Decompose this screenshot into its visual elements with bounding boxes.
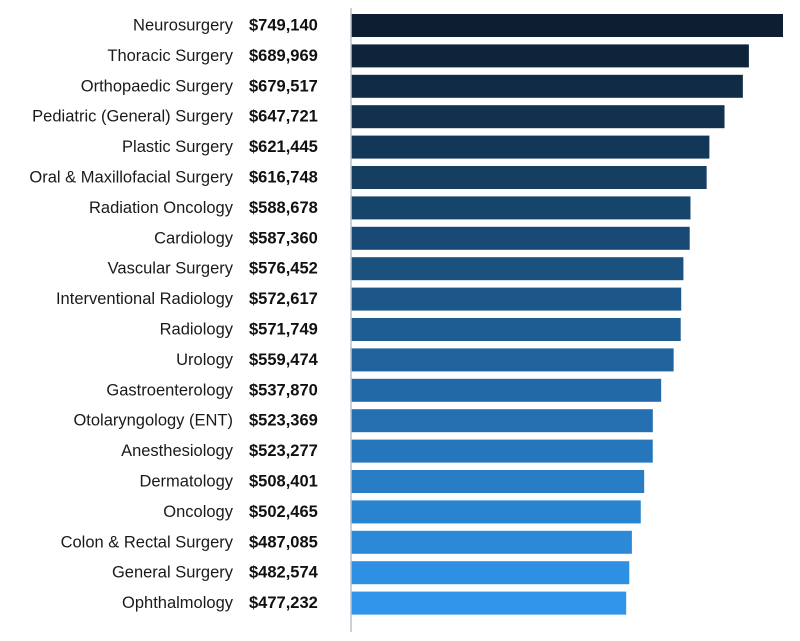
- category-label: Ophthalmology: [122, 594, 234, 612]
- bar: [351, 439, 653, 463]
- category-label: Neurosurgery: [133, 17, 234, 35]
- value-labels-group: $749,140 $689,969 $679,517 $647,721 $621,445…: [249, 17, 319, 613]
- category-label: Oral & Maxillofacial Surgery: [29, 169, 233, 187]
- category-label: Radiation Oncology: [89, 199, 234, 217]
- bar: [351, 530, 632, 554]
- category-labels-group: Neurosurgery Thoracic Surgery Orthopaedic …: [29, 17, 233, 613]
- value-label: $587,360: [249, 229, 318, 247]
- value-label: $679,517: [249, 77, 318, 95]
- value-label: $508,401: [249, 473, 318, 491]
- bar: [351, 196, 691, 220]
- category-label: Thoracic Surgery: [107, 47, 233, 65]
- bar: [351, 166, 707, 189]
- value-label: $588,678: [249, 199, 318, 217]
- value-label: $502,465: [249, 503, 318, 521]
- value-label: $523,369: [249, 412, 318, 430]
- category-label: Urology: [176, 351, 234, 369]
- category-label: Vascular Surgery: [108, 260, 234, 278]
- category-label: Otolaryngology (ENT): [73, 412, 233, 430]
- bar: [351, 500, 641, 524]
- bar: [351, 74, 743, 98]
- category-label: Oncology: [163, 503, 233, 521]
- bar: [351, 135, 710, 159]
- value-label: $572,617: [249, 290, 318, 308]
- value-label: $571,749: [249, 321, 318, 339]
- category-label: Cardiology: [154, 229, 234, 247]
- bars-group: [351, 14, 783, 615]
- bar: [351, 257, 684, 281]
- bar: [351, 318, 681, 341]
- category-label: Radiology: [160, 321, 234, 339]
- bar: [351, 226, 690, 250]
- value-label: $689,969: [249, 47, 318, 65]
- category-label: Anesthesiology: [121, 442, 234, 460]
- bar: [351, 14, 783, 37]
- category-label: Plastic Surgery: [122, 138, 234, 156]
- bar: [351, 470, 645, 493]
- value-label: $477,232: [249, 594, 318, 612]
- value-label: $749,140: [249, 17, 318, 35]
- value-label: $559,474: [249, 351, 319, 369]
- bar: [351, 561, 630, 585]
- category-label: Dermatology: [139, 473, 233, 491]
- value-label: $487,085: [249, 533, 318, 551]
- bar: [351, 409, 653, 433]
- bar: [351, 105, 725, 129]
- value-label: $647,721: [249, 108, 318, 126]
- category-label: Interventional Radiology: [56, 290, 234, 308]
- bar: [351, 287, 682, 311]
- category-label: Pediatric (General) Surgery: [32, 108, 234, 126]
- category-label: Gastroenterology: [106, 381, 233, 399]
- value-label: $523,277: [249, 442, 318, 460]
- value-label: $482,574: [249, 564, 319, 582]
- value-label: $621,445: [249, 138, 318, 156]
- value-label: $537,870: [249, 381, 318, 399]
- bar: [351, 591, 627, 615]
- category-label: Colon & Rectal Surgery: [61, 533, 234, 551]
- category-label: Orthopaedic Surgery: [81, 77, 234, 95]
- value-label: $576,452: [249, 260, 318, 278]
- bar: [351, 348, 674, 372]
- category-label: General Surgery: [112, 564, 234, 582]
- bar: [351, 44, 749, 68]
- bar: [351, 378, 662, 402]
- value-label: $616,748: [249, 169, 318, 187]
